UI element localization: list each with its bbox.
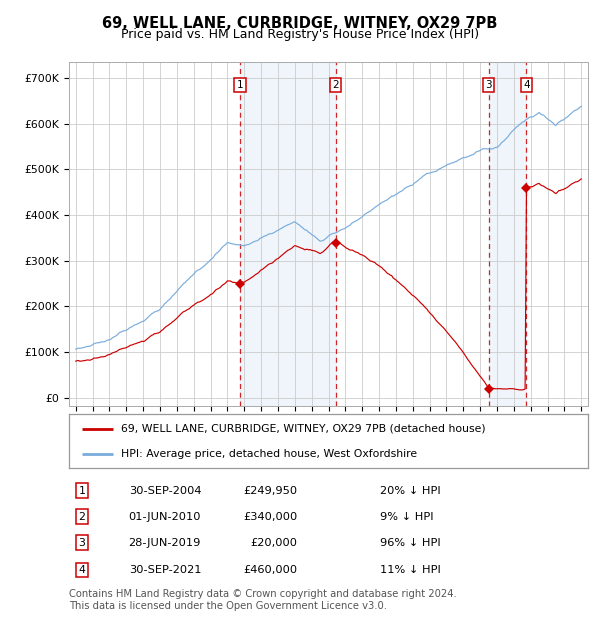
Text: 4: 4 — [79, 565, 85, 575]
Text: 2: 2 — [79, 512, 85, 521]
Text: 30-SEP-2021: 30-SEP-2021 — [128, 565, 201, 575]
Text: £20,000: £20,000 — [250, 538, 298, 548]
Text: 20% ↓ HPI: 20% ↓ HPI — [380, 485, 441, 495]
Bar — [488, 62, 526, 406]
Text: 1: 1 — [79, 485, 85, 495]
Text: 28-JUN-2019: 28-JUN-2019 — [128, 538, 201, 548]
Text: 01-JUN-2010: 01-JUN-2010 — [128, 512, 201, 521]
Text: 30-SEP-2004: 30-SEP-2004 — [128, 485, 201, 495]
Text: 69, WELL LANE, CURBRIDGE, WITNEY, OX29 7PB (detached house): 69, WELL LANE, CURBRIDGE, WITNEY, OX29 7… — [121, 424, 485, 434]
Text: 69, WELL LANE, CURBRIDGE, WITNEY, OX29 7PB: 69, WELL LANE, CURBRIDGE, WITNEY, OX29 7… — [103, 16, 497, 30]
Text: £340,000: £340,000 — [243, 512, 298, 521]
Text: Price paid vs. HM Land Registry's House Price Index (HPI): Price paid vs. HM Land Registry's House … — [121, 28, 479, 41]
Bar — [240, 62, 335, 406]
Text: 2: 2 — [332, 80, 339, 90]
Text: 11% ↓ HPI: 11% ↓ HPI — [380, 565, 441, 575]
Text: 96% ↓ HPI: 96% ↓ HPI — [380, 538, 441, 548]
Text: 3: 3 — [79, 538, 85, 548]
Text: 4: 4 — [523, 80, 530, 90]
Text: Contains HM Land Registry data © Crown copyright and database right 2024.
This d: Contains HM Land Registry data © Crown c… — [69, 589, 457, 611]
Text: £460,000: £460,000 — [243, 565, 298, 575]
Text: 1: 1 — [237, 80, 244, 90]
Text: 3: 3 — [485, 80, 492, 90]
Text: £249,950: £249,950 — [243, 485, 298, 495]
Text: HPI: Average price, detached house, West Oxfordshire: HPI: Average price, detached house, West… — [121, 449, 417, 459]
Text: 9% ↓ HPI: 9% ↓ HPI — [380, 512, 434, 521]
